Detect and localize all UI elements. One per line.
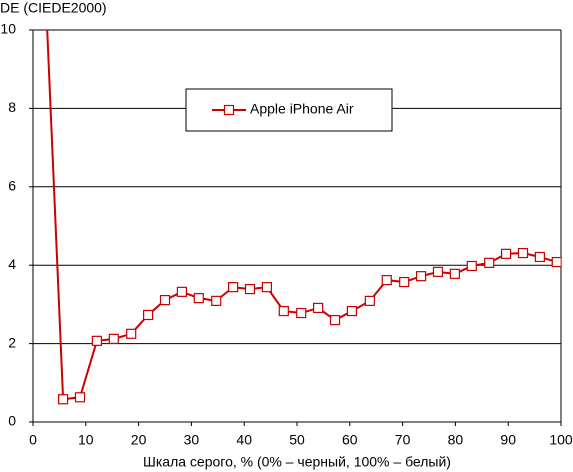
data-point — [126, 328, 137, 339]
y-axis-label: DE (CIEDE2000) — [0, 0, 107, 16]
legend-label: Apple iPhone Air — [250, 101, 354, 117]
y-tick-label: 10 — [0, 21, 16, 37]
y-tick-label: 4 — [8, 256, 16, 272]
data-point — [261, 282, 273, 293]
data-point — [211, 295, 222, 306]
legend-marker — [223, 104, 235, 116]
data-point — [399, 276, 410, 288]
data-point — [143, 309, 154, 321]
data-point — [432, 266, 444, 277]
data-point — [74, 392, 86, 403]
x-tick-label: 100 — [549, 432, 573, 448]
data-point — [329, 314, 341, 326]
x-tick-label: 10 — [78, 432, 94, 448]
data-point — [466, 260, 477, 272]
data-point — [346, 305, 358, 317]
x-tick-label: 80 — [448, 432, 464, 448]
plot-area — [46, 30, 561, 405]
data-point — [91, 335, 102, 346]
data-point — [449, 268, 460, 279]
data-point — [57, 394, 69, 405]
x-tick-label: 40 — [236, 432, 252, 448]
x-tick-label: 90 — [500, 432, 516, 448]
x-axis-label: Шкала серого, % (0% – черный, 100% – бел… — [143, 454, 451, 470]
data-point — [484, 257, 495, 268]
y-tick-label: 0 — [8, 413, 16, 429]
data-point — [415, 271, 427, 282]
x-tick-label: 30 — [184, 432, 200, 448]
data-point — [228, 282, 239, 293]
data-point — [159, 294, 171, 306]
data-point — [296, 307, 307, 319]
data-point — [381, 274, 392, 286]
data-point — [364, 295, 375, 306]
data-point — [278, 305, 289, 317]
x-tick-label: 70 — [395, 432, 411, 448]
x-tick-label: 50 — [289, 432, 305, 448]
data-point — [500, 248, 512, 259]
data-point — [244, 284, 256, 295]
y-tick-label: 6 — [8, 178, 16, 194]
data-point — [517, 247, 529, 259]
data-point — [193, 293, 204, 304]
y-tick-label: 2 — [8, 334, 16, 350]
x-tick-label: 20 — [131, 432, 147, 448]
data-point — [313, 302, 324, 314]
y-tick-label: 8 — [8, 99, 16, 115]
data-point — [176, 286, 187, 297]
data-point — [551, 256, 561, 268]
data-point — [534, 251, 545, 263]
x-tick-label: 0 — [29, 432, 37, 448]
data-point — [108, 333, 119, 344]
x-tick-label: 60 — [342, 432, 358, 448]
series-line — [46, 30, 558, 401]
